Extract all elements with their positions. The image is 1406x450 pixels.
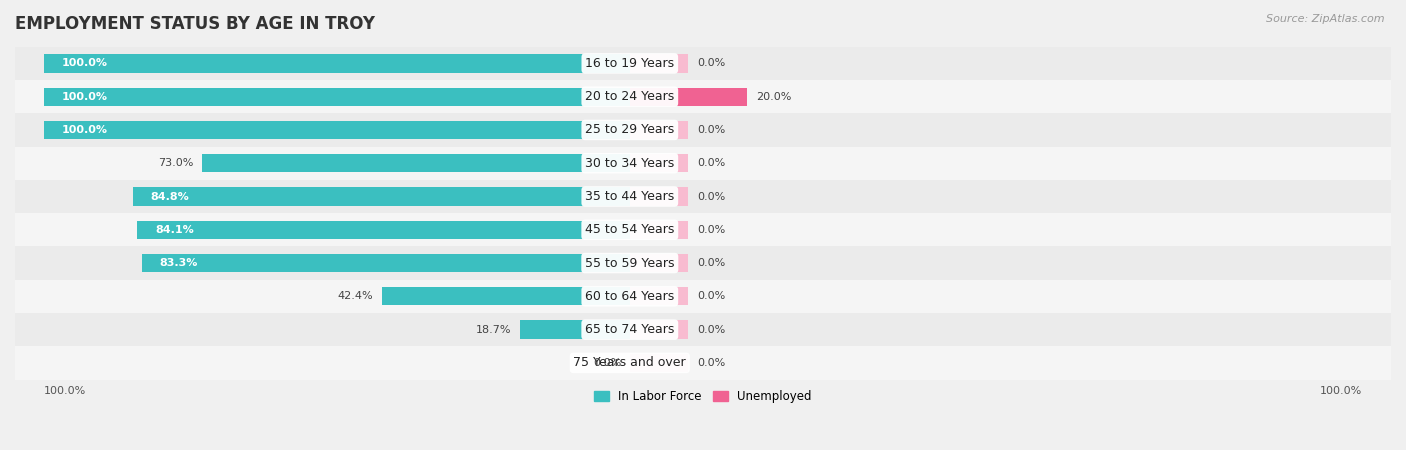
Bar: [630, 54, 689, 72]
Text: 83.3%: 83.3%: [160, 258, 198, 268]
Bar: [630, 88, 747, 106]
Bar: [202, 154, 630, 172]
Bar: [15, 147, 1391, 180]
Text: 75 Years and over: 75 Years and over: [574, 356, 686, 369]
Text: 30 to 34 Years: 30 to 34 Years: [585, 157, 675, 170]
Bar: [44, 54, 630, 72]
Bar: [15, 247, 1391, 280]
Bar: [630, 121, 689, 139]
Bar: [630, 220, 689, 239]
Text: 18.7%: 18.7%: [477, 324, 512, 335]
Bar: [520, 320, 630, 339]
Bar: [630, 320, 689, 339]
Bar: [15, 180, 1391, 213]
Legend: In Labor Force, Unemployed: In Labor Force, Unemployed: [589, 386, 817, 408]
Bar: [15, 113, 1391, 147]
Text: 60 to 64 Years: 60 to 64 Years: [585, 290, 675, 303]
Text: 0.0%: 0.0%: [697, 192, 725, 202]
Bar: [44, 88, 630, 106]
Bar: [15, 80, 1391, 113]
Bar: [142, 254, 630, 272]
Bar: [15, 346, 1391, 379]
Text: 84.8%: 84.8%: [150, 192, 190, 202]
Bar: [630, 154, 689, 172]
Bar: [15, 47, 1391, 80]
Text: 0.0%: 0.0%: [697, 158, 725, 168]
Text: 0.0%: 0.0%: [697, 258, 725, 268]
Text: 100.0%: 100.0%: [62, 58, 108, 68]
Text: 0.0%: 0.0%: [697, 225, 725, 235]
Text: 20.0%: 20.0%: [755, 92, 792, 102]
Bar: [630, 354, 689, 372]
Text: 0.0%: 0.0%: [697, 324, 725, 335]
Text: 100.0%: 100.0%: [44, 386, 87, 396]
Text: 55 to 59 Years: 55 to 59 Years: [585, 256, 675, 270]
Text: EMPLOYMENT STATUS BY AGE IN TROY: EMPLOYMENT STATUS BY AGE IN TROY: [15, 15, 375, 33]
Text: 16 to 19 Years: 16 to 19 Years: [585, 57, 675, 70]
Bar: [630, 254, 689, 272]
Bar: [134, 187, 630, 206]
Bar: [138, 220, 630, 239]
Text: 25 to 29 Years: 25 to 29 Years: [585, 123, 675, 136]
Text: 73.0%: 73.0%: [159, 158, 194, 168]
Text: 0.0%: 0.0%: [697, 358, 725, 368]
Bar: [44, 121, 630, 139]
Text: 0.0%: 0.0%: [697, 125, 725, 135]
Bar: [15, 280, 1391, 313]
Bar: [630, 187, 689, 206]
Text: 65 to 74 Years: 65 to 74 Years: [585, 323, 675, 336]
Bar: [381, 287, 630, 306]
Bar: [15, 313, 1391, 346]
Bar: [15, 213, 1391, 247]
Bar: [630, 287, 689, 306]
Text: Source: ZipAtlas.com: Source: ZipAtlas.com: [1267, 14, 1385, 23]
Text: 100.0%: 100.0%: [62, 125, 108, 135]
Text: 0.0%: 0.0%: [593, 358, 621, 368]
Text: 100.0%: 100.0%: [1319, 386, 1362, 396]
Text: 0.0%: 0.0%: [697, 291, 725, 302]
Text: 45 to 54 Years: 45 to 54 Years: [585, 223, 675, 236]
Text: 42.4%: 42.4%: [337, 291, 373, 302]
Text: 20 to 24 Years: 20 to 24 Years: [585, 90, 675, 103]
Text: 100.0%: 100.0%: [62, 92, 108, 102]
Text: 35 to 44 Years: 35 to 44 Years: [585, 190, 675, 203]
Text: 0.0%: 0.0%: [697, 58, 725, 68]
Text: 84.1%: 84.1%: [155, 225, 194, 235]
